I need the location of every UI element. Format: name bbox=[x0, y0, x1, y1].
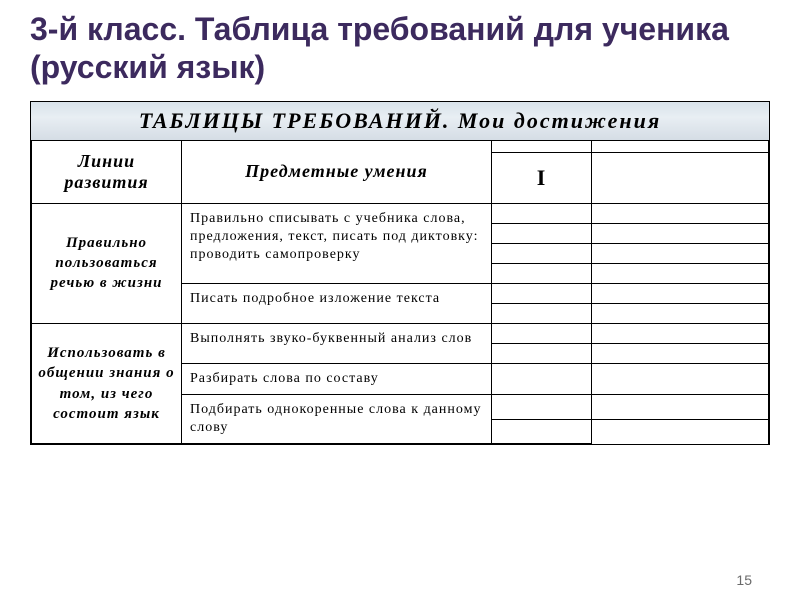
skill-cell: Писать подробное изложение текста bbox=[182, 283, 492, 323]
header-period: I bbox=[492, 152, 592, 203]
skill-cell: Разбирать слова по составу bbox=[182, 363, 492, 394]
achievement-slot-next[interactable] bbox=[592, 243, 769, 263]
achievement-slot-next[interactable] bbox=[592, 343, 769, 363]
header-col2: Предметные умения bbox=[182, 140, 492, 203]
achievement-slot[interactable] bbox=[492, 263, 592, 283]
achievement-slot-next[interactable] bbox=[592, 203, 769, 223]
achievement-slot[interactable] bbox=[492, 394, 592, 419]
achievement-slot[interactable] bbox=[492, 363, 592, 394]
skill-cell: Выполнять звуко-буквенный анализ слов bbox=[182, 323, 492, 363]
achievement-slot[interactable] bbox=[492, 283, 592, 303]
page-number: 15 bbox=[736, 572, 752, 588]
achievement-slot[interactable] bbox=[492, 303, 592, 323]
skill-cell: Подбирать однокоренные слова к данному с… bbox=[182, 394, 492, 443]
achievement-slot-next[interactable] bbox=[592, 263, 769, 283]
achievement-slot-next[interactable] bbox=[592, 363, 769, 394]
table-banner: ТАБЛИЦЫ ТРЕБОВАНИЙ. Мои достижения bbox=[30, 101, 770, 140]
group-label: Использовать в общении знания о том, из … bbox=[32, 323, 182, 444]
achievement-slot-next[interactable] bbox=[592, 303, 769, 323]
achievement-slot[interactable] bbox=[492, 243, 592, 263]
achievement-slot[interactable] bbox=[492, 419, 592, 444]
achievement-slot-next[interactable] bbox=[592, 323, 769, 343]
requirements-table: Линии развития Предметные умения I Прави… bbox=[31, 140, 769, 445]
header-period-top bbox=[492, 140, 592, 152]
header-col1: Линии развития bbox=[32, 140, 182, 203]
achievement-slot[interactable] bbox=[492, 343, 592, 363]
achievement-slot-next[interactable] bbox=[592, 394, 769, 419]
achievement-slot-next[interactable] bbox=[592, 419, 769, 444]
page-title: 3-й класс. Таблица требований для ученик… bbox=[30, 10, 770, 87]
achievement-slot[interactable] bbox=[492, 323, 592, 343]
header-filler-top bbox=[592, 140, 769, 152]
group-label: Правильно пользоваться речью в жизни bbox=[32, 203, 182, 323]
header-filler bbox=[592, 152, 769, 203]
achievement-slot-next[interactable] bbox=[592, 283, 769, 303]
requirements-table-wrap: Линии развития Предметные умения I Прави… bbox=[30, 140, 770, 446]
achievement-slot[interactable] bbox=[492, 223, 592, 243]
skill-cell: Правильно списывать с учебника слова, пр… bbox=[182, 203, 492, 283]
achievement-slot-next[interactable] bbox=[592, 223, 769, 243]
achievement-slot[interactable] bbox=[492, 203, 592, 223]
